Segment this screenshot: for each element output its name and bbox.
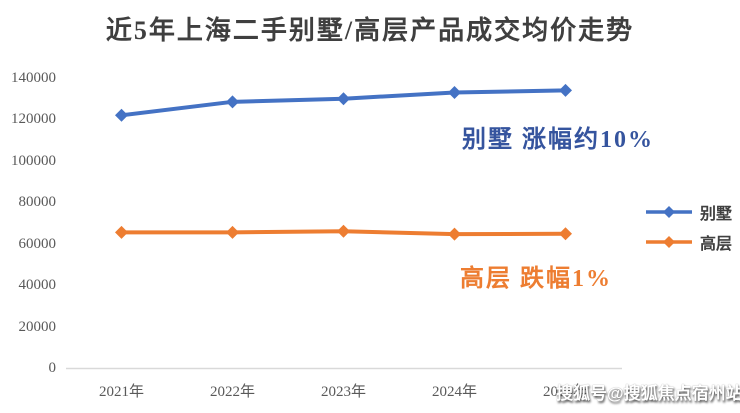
watermark: 搜狐号@搜狐焦点宿州站 <box>556 384 740 403</box>
data-point-marker <box>559 83 572 97</box>
legend-item-highrise: 高层 <box>645 231 732 253</box>
data-point-marker <box>115 225 128 239</box>
legend-item-villa: 别墅 <box>645 201 732 223</box>
data-point-marker <box>559 227 572 241</box>
chart-title: 近5年上海二手别墅/高层产品成交均价走势 <box>105 16 635 45</box>
legend-label-villa: 别墅 <box>700 206 733 223</box>
highrise-annotation: 高层 跌幅1% <box>460 266 612 292</box>
villa-line-marker-icon <box>646 206 692 218</box>
data-point-marker <box>115 108 128 122</box>
y-axis-tick-label: 0 <box>48 360 57 376</box>
y-axis-tick-label: 40000 <box>18 277 57 294</box>
y-axis-tick-label: 80000 <box>18 194 57 211</box>
x-axis-tick-label: 2021年 <box>98 384 144 400</box>
data-point-marker <box>337 92 350 106</box>
highrise-line-marker-icon <box>646 236 692 248</box>
x-axis-tick-label: 2022年 <box>209 384 255 400</box>
legend: 别墅 高层 <box>645 201 732 253</box>
x-axis-tick-label: 2025年 <box>542 384 588 400</box>
legend-label-highrise: 高层 <box>700 236 733 253</box>
data-point-marker <box>226 225 239 239</box>
y-axis-tick-label: 120000 <box>11 111 56 128</box>
y-axis-tick-label: 60000 <box>18 235 57 252</box>
y-axis-tick-label: 100000 <box>11 152 56 169</box>
villa-annotation: 别墅 涨幅约10% <box>462 127 654 153</box>
y-axis-tick-label: 140000 <box>11 70 56 86</box>
x-axis-tick-label: 2024年 <box>431 384 477 400</box>
x-axis-tick-label: 2023年 <box>320 384 366 400</box>
data-point-marker <box>448 86 461 99</box>
data-point-marker <box>226 95 239 109</box>
data-point-marker <box>448 227 461 241</box>
data-point-marker <box>337 224 350 238</box>
y-axis-tick-label: 20000 <box>18 318 57 335</box>
